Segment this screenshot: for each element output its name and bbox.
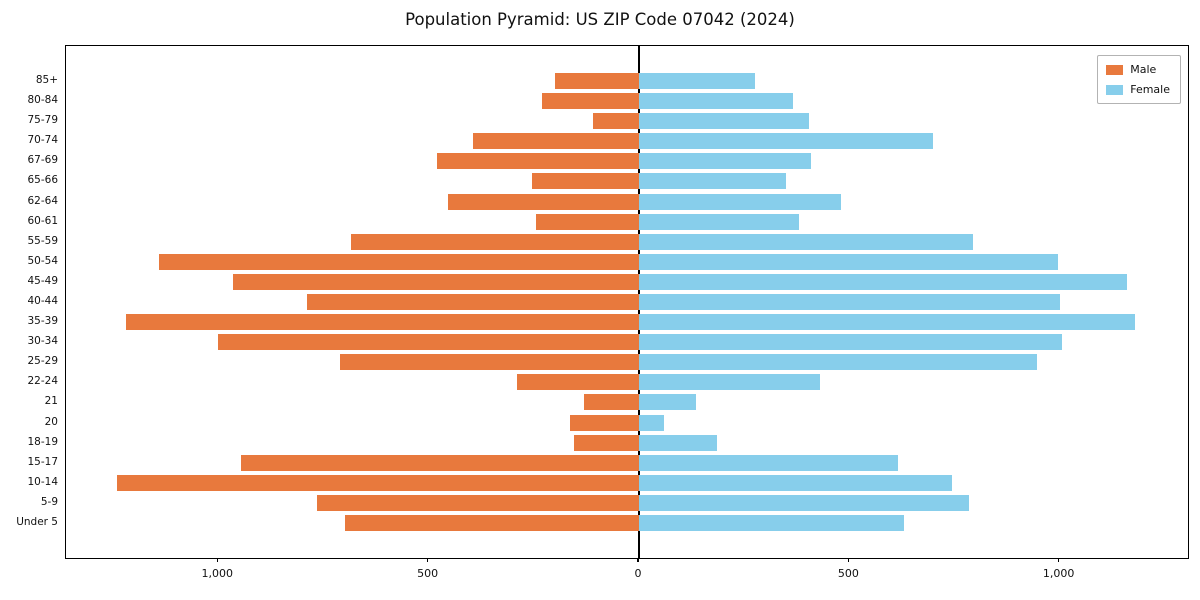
bar-male-21 [584,394,639,411]
bar-male-Under 5 [344,515,639,531]
bar-male-30-34 [218,334,639,351]
bar-male-70-74 [472,133,639,150]
bar-female-10-14 [638,474,953,491]
y-tick-label-50-54: 50-54 [27,254,58,267]
bar-female-22-24 [638,374,820,391]
bar-female-65-66 [638,173,787,190]
legend-item-male: Male [1106,63,1170,76]
y-axis-labels: 85+ 80-84 75-79 70-74 67-69 65-66 62-64 60-61 55… [0,45,58,557]
bar-male-65-66 [531,173,639,190]
x-tick-mark [216,558,218,562]
y-tick-label-30-34: 30-34 [27,335,58,348]
bar-male-18-19 [573,434,639,451]
bar-female-25-29 [638,354,1037,371]
x-axis-ticks: 1,000 500 0 500 1,000 [0,557,1200,587]
y-tick-label-22-24: 22-24 [27,375,58,388]
chart-title: Population Pyramid: US ZIP Code 07042 (2… [405,10,795,29]
y-tick-label-18-19: 18-19 [27,435,58,448]
y-tick-label-15-17: 15-17 [27,455,58,468]
bar-female-20 [638,414,665,431]
x-tick-mark [847,558,849,562]
bar-male-67-69 [437,153,639,170]
bar-male-10-14 [117,474,639,491]
bar-male-75-79 [592,113,639,130]
y-tick-label-55-59: 55-59 [27,234,58,247]
bar-female-62-64 [638,193,841,210]
y-tick-label-40-44: 40-44 [27,295,58,307]
y-tick-label-80-84: 80-84 [27,94,58,107]
female-color-swatch [1106,84,1124,95]
y-tick-label-70-74: 70-74 [27,134,58,147]
male-color-swatch [1106,64,1124,75]
bar-female-40-44 [638,294,1060,310]
bar-female-85+ [638,73,755,89]
bar-male-85+ [554,73,639,89]
bar-male-62-64 [447,193,639,210]
bar-female-75-79 [638,113,810,130]
x-tick-label-500: 500 [837,567,859,580]
bar-female-30-34 [638,334,1062,351]
x-tick-mark [427,558,429,562]
bar-male-25-29 [340,354,639,371]
y-tick-label-75-79: 75-79 [27,114,58,127]
y-tick-label-60-61: 60-61 [27,214,58,227]
y-tick-label-Under 5: Under 5 [16,516,58,528]
y-tick-label-35-39: 35-39 [27,315,58,328]
y-tick-label-21: 21 [44,395,58,408]
bar-male-15-17 [241,454,639,471]
y-tick-label-10-14: 10-14 [27,475,58,488]
bar-female-70-74 [638,133,934,150]
bar-male-35-39 [125,314,639,331]
y-tick-label-67-69: 67-69 [27,154,58,167]
y-tick-label-62-64: 62-64 [27,194,58,207]
legend-label-female: Female [1130,83,1170,96]
x-tick-mark [637,558,639,562]
y-tick-label-25-29: 25-29 [27,355,58,368]
x-tick-mark [1058,558,1060,562]
bar-female-18-19 [638,434,717,451]
bar-female-55-59 [638,233,974,250]
y-tick-label-85+: 85+ [35,74,58,86]
bar-male-40-44 [306,294,639,310]
y-tick-label-45-49: 45-49 [27,274,58,287]
bar-female-21 [638,394,696,411]
legend: Male Female [1097,55,1181,104]
bar-male-20 [569,414,639,431]
x-tick-label-0: 0 [634,567,642,580]
bar-female-Under 5 [638,515,905,531]
bar-male-55-59 [350,233,639,250]
bar-male-45-49 [233,273,639,290]
bar-female-45-49 [638,273,1127,290]
bar-female-15-17 [638,454,898,471]
zero-axis-line [638,46,640,558]
legend-label-male: Male [1130,63,1157,76]
x-tick-label-1,000: 1,000 [1042,567,1075,580]
bar-female-67-69 [638,153,812,170]
bar-female-50-54 [638,253,1058,270]
bar-female-80-84 [638,93,793,110]
plot-area: Male Female [65,45,1189,559]
y-tick-label-20: 20 [44,415,58,428]
bar-female-5-9 [638,494,970,511]
x-tick-label-500: 500 [417,567,439,580]
y-tick-label-65-66: 65-66 [27,174,58,187]
bar-male-50-54 [159,253,639,270]
bar-male-22-24 [516,374,639,391]
bar-female-35-39 [638,314,1136,331]
y-tick-label-5-9: 5-9 [40,495,58,508]
bar-female-60-61 [638,213,799,230]
legend-item-female: Female [1106,83,1170,96]
bar-male-80-84 [542,93,639,110]
bar-male-60-61 [535,213,639,230]
x-tick-label-1,000: 1,000 [201,567,234,580]
bar-male-5-9 [317,494,639,511]
